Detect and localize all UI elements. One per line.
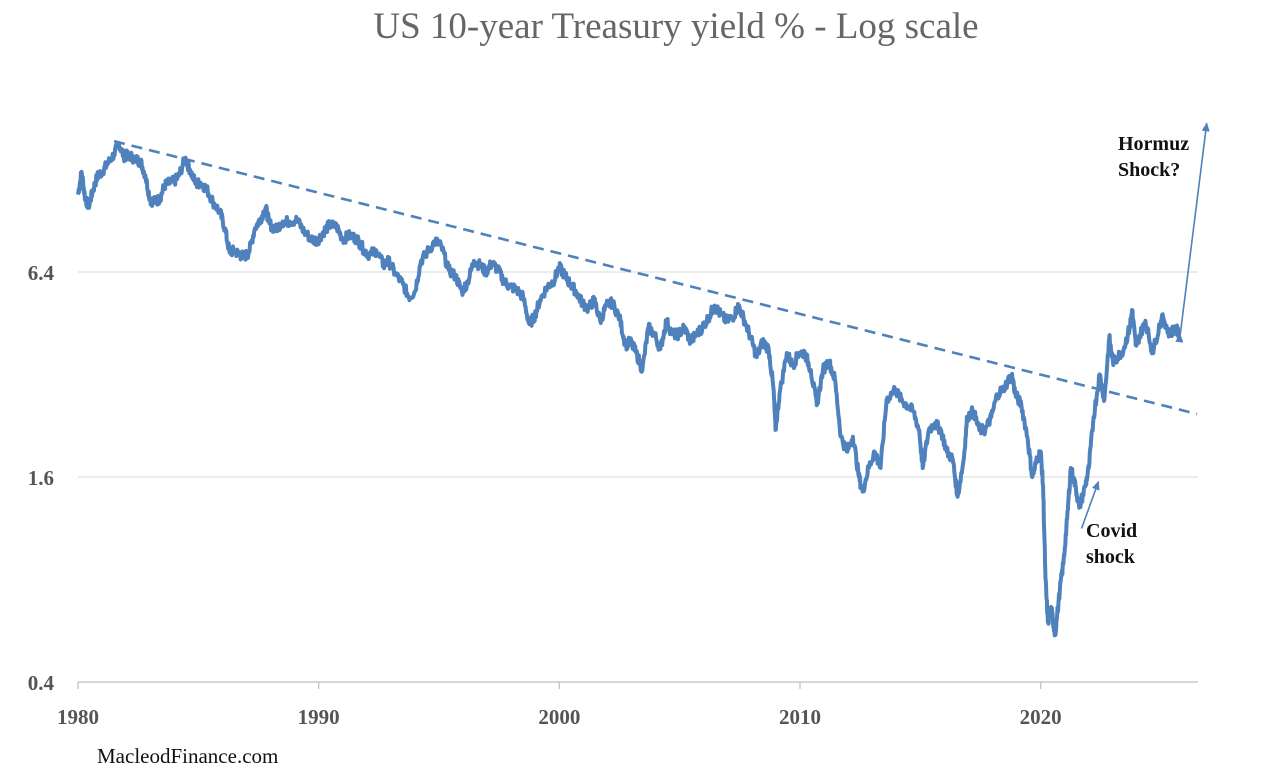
x-tick-label: 1990 [298, 705, 340, 729]
y-tick-label: 1.6 [28, 466, 54, 490]
annotations: Hormuz Shock? Covid shock [1080, 122, 1210, 568]
chart-title: US 10-year Treasury yield % - Log scale [373, 6, 978, 47]
x-axis: 1980 1990 2000 2010 2020 [57, 681, 1198, 729]
x-tick-label: 2010 [779, 705, 821, 729]
x-tick-label: 2000 [538, 705, 580, 729]
covid-arrow [1080, 480, 1100, 529]
source-credit: MacleodFinance.com [97, 744, 278, 768]
y-tick-label: 0.4 [28, 671, 55, 695]
x-tick-label: 2020 [1020, 705, 1062, 729]
grid-lines [78, 271, 1198, 478]
hormuz-label: Shock? [1118, 159, 1180, 181]
covid-label: shock [1086, 546, 1136, 568]
hormuz-arrow [1175, 122, 1210, 343]
yield-series-line [76, 141, 1182, 638]
y-axis: 0.4 1.6 6.4 [28, 261, 55, 695]
trend-line [113, 139, 1198, 416]
x-tick-label: 1980 [57, 705, 99, 729]
hormuz-label: Hormuz [1118, 133, 1189, 155]
y-tick-label: 6.4 [28, 261, 55, 285]
covid-label: Covid [1086, 520, 1137, 542]
